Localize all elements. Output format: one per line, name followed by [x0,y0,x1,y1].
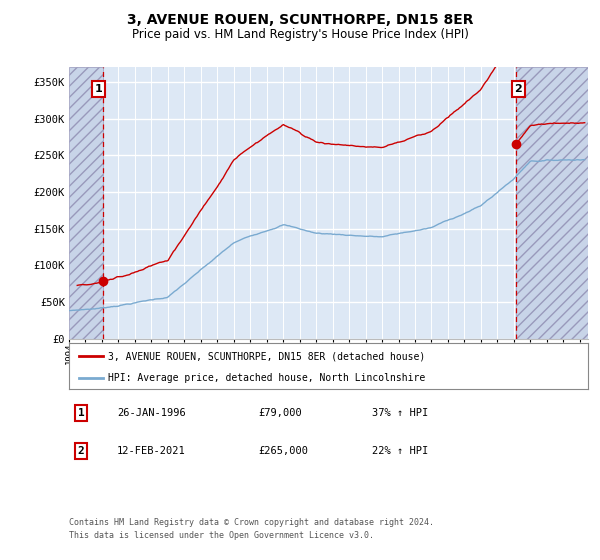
Text: £265,000: £265,000 [258,446,308,456]
Bar [69,67,103,339]
Text: 2: 2 [77,446,85,456]
Text: 3, AVENUE ROUEN, SCUNTHORPE, DN15 8ER: 3, AVENUE ROUEN, SCUNTHORPE, DN15 8ER [127,13,473,27]
Bar [516,67,588,339]
Text: Price paid vs. HM Land Registry's House Price Index (HPI): Price paid vs. HM Land Registry's House … [131,28,469,41]
Text: 22% ↑ HPI: 22% ↑ HPI [372,446,428,456]
Text: HPI: Average price, detached house, North Lincolnshire: HPI: Average price, detached house, Nort… [108,373,425,382]
Text: 2: 2 [514,84,522,94]
Text: 1: 1 [77,408,85,418]
Text: 37% ↑ HPI: 37% ↑ HPI [372,408,428,418]
Text: £79,000: £79,000 [258,408,302,418]
Text: 1: 1 [94,84,102,94]
Text: 26-JAN-1996: 26-JAN-1996 [117,408,186,418]
Text: Contains HM Land Registry data © Crown copyright and database right 2024.
This d: Contains HM Land Registry data © Crown c… [69,519,434,540]
Text: 12-FEB-2021: 12-FEB-2021 [117,446,186,456]
Text: 3, AVENUE ROUEN, SCUNTHORPE, DN15 8ER (detached house): 3, AVENUE ROUEN, SCUNTHORPE, DN15 8ER (d… [108,351,425,361]
